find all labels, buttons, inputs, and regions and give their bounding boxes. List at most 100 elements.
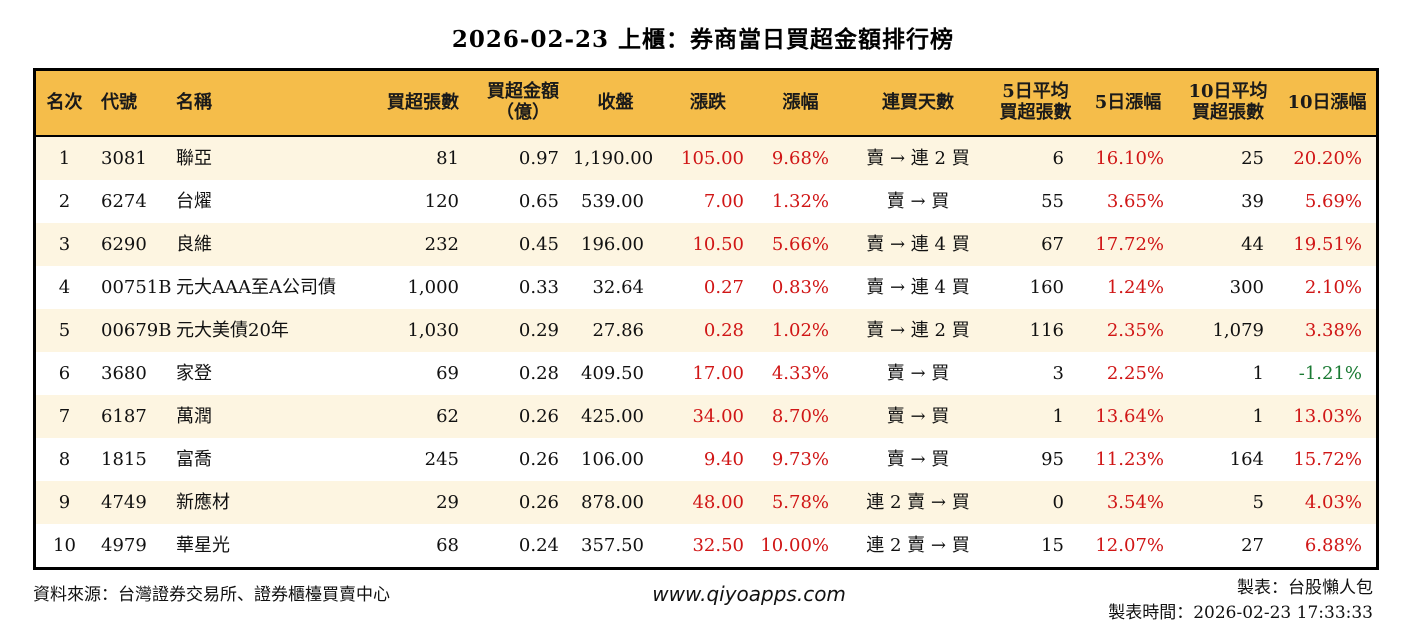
- cell-close: 1,190.00: [573, 147, 654, 169]
- cell-streak: 賣 → 買: [886, 362, 950, 384]
- cell-avg10-volume: 39: [1241, 190, 1264, 212]
- cell-buy-volume: 1,000: [407, 276, 459, 298]
- table-row: 1 3081 聯亞 81 0.97 1,190.00 105.00 9.68% 賣 → 連 2 …: [36, 137, 1376, 180]
- cell-rank: 10: [53, 534, 76, 556]
- cell-avg5-volume: 67: [1041, 233, 1064, 255]
- ranking-table: 名次 代號 名稱 買超張數 買超金額 （億） 收盤 漲跌 漲幅 連買天數 5日平…: [33, 68, 1379, 570]
- cell-buy-volume: 1,030: [407, 319, 459, 341]
- table-row: 3 6290 良維 232 0.45 196.00 10.50 5.66% 賣 → 連 4 買 6…: [36, 223, 1376, 266]
- header-avg5-volume: 5日平均 買超張數: [999, 81, 1072, 123]
- cell-pct5: 11.23%: [1095, 448, 1164, 470]
- cell-change: 9.40: [703, 448, 744, 470]
- cell-pct10: 6.88%: [1304, 534, 1362, 556]
- cell-rank: 7: [58, 405, 71, 427]
- header-code: 代號: [101, 91, 137, 113]
- cell-streak: 賣 → 連 4 買: [866, 276, 970, 298]
- cell-change-pct: 4.33%: [771, 362, 829, 384]
- cell-streak: 賣 → 買: [886, 405, 950, 427]
- cell-buy-volume: 68: [436, 534, 459, 556]
- table-row: 9 4749 新應材 29 0.26 878.00 48.00 5.78% 連 2 賣 → 買 0…: [36, 481, 1376, 524]
- cell-streak: 賣 → 連 4 買: [866, 233, 970, 255]
- table-row: 4 00751B 元大AAA至A公司債 1,000 0.33 32.64 0.27 0.83%…: [36, 266, 1376, 309]
- cell-rank: 2: [58, 190, 71, 212]
- cell-avg5-volume: 55: [1041, 190, 1064, 212]
- cell-pct10: 2.10%: [1304, 276, 1362, 298]
- cell-code: 4749: [101, 491, 147, 513]
- cell-change-pct: 10.00%: [760, 534, 829, 556]
- cell-avg5-volume: 160: [1029, 276, 1064, 298]
- cell-close: 32.64: [592, 276, 644, 298]
- cell-rank: 9: [58, 491, 71, 513]
- cell-code: 3680: [101, 362, 147, 384]
- cell-avg5-volume: 0: [1052, 491, 1064, 513]
- cell-avg5-volume: 15: [1041, 534, 1064, 556]
- cell-avg5-volume: 95: [1041, 448, 1064, 470]
- cell-streak: 連 2 賣 → 買: [866, 491, 970, 513]
- cell-code: 6187: [101, 405, 147, 427]
- cell-change: 0.28: [703, 319, 744, 341]
- cell-streak: 賣 → 連 2 買: [866, 319, 970, 341]
- cell-avg10-volume: 25: [1241, 147, 1264, 169]
- table-row: 6 3680 家登 69 0.28 409.50 17.00 4.33% 賣 → 買 3 2.25%…: [36, 352, 1376, 395]
- cell-avg5-volume: 1: [1052, 405, 1064, 427]
- cell-pct10: 4.03%: [1304, 491, 1362, 513]
- cell-streak: 賣 → 買: [886, 190, 950, 212]
- table-row: 8 1815 富喬 245 0.26 106.00 9.40 9.73% 賣 → 買 95 11.2…: [36, 438, 1376, 481]
- cell-avg10-volume: 300: [1229, 276, 1264, 298]
- cell-close: 539.00: [581, 190, 644, 212]
- cell-buy-volume: 81: [436, 147, 459, 169]
- footer: 資料來源：台灣證券交易所、證券櫃檯買賣中心 www.qiyoapps.com 製…: [33, 576, 1373, 625]
- cell-pct10: 5.69%: [1304, 190, 1362, 212]
- cell-name: 聯亞: [176, 147, 212, 169]
- cell-buy-volume: 120: [424, 190, 459, 212]
- cell-pct5: 3.54%: [1106, 491, 1164, 513]
- cell-buy-amount: 0.26: [518, 405, 559, 427]
- cell-change: 48.00: [692, 491, 744, 513]
- cell-change: 17.00: [692, 362, 744, 384]
- cell-name: 台燿: [176, 190, 212, 212]
- cell-pct10: 13.03%: [1293, 405, 1362, 427]
- cell-streak: 賣 → 連 2 買: [866, 147, 970, 169]
- cell-avg10-volume: 1: [1252, 405, 1264, 427]
- cell-rank: 5: [58, 319, 71, 341]
- cell-code: 00751B: [101, 276, 172, 298]
- cell-close: 878.00: [581, 491, 644, 513]
- cell-code: 6274: [101, 190, 147, 212]
- cell-name: 元大美債20年: [176, 319, 289, 341]
- website-url: www.qiyoapps.com: [652, 582, 846, 606]
- maker-note: 製表：台股懶人包: [1237, 578, 1373, 598]
- cell-name: 元大AAA至A公司債: [176, 276, 336, 298]
- cell-avg5-volume: 116: [1029, 319, 1064, 341]
- cell-buy-amount: 0.26: [518, 491, 559, 513]
- cell-pct5: 13.64%: [1095, 405, 1164, 427]
- cell-avg10-volume: 1: [1252, 362, 1264, 384]
- cell-buy-amount: 0.29: [518, 319, 559, 341]
- cell-buy-volume: 232: [424, 233, 459, 255]
- cell-change-pct: 8.70%: [771, 405, 829, 427]
- cell-streak: 連 2 賣 → 買: [866, 534, 970, 556]
- cell-buy-amount: 0.45: [518, 233, 559, 255]
- cell-pct5: 17.72%: [1095, 233, 1164, 255]
- cell-change: 34.00: [692, 405, 744, 427]
- cell-avg10-volume: 1,079: [1212, 319, 1264, 341]
- cell-change-pct: 1.02%: [771, 319, 829, 341]
- header-rank: 名次: [46, 91, 83, 113]
- cell-buy-amount: 0.33: [518, 276, 559, 298]
- cell-close: 106.00: [581, 448, 644, 470]
- cell-code: 6290: [101, 233, 147, 255]
- cell-buy-amount: 0.28: [518, 362, 559, 384]
- cell-pct10: 15.72%: [1293, 448, 1362, 470]
- cell-avg5-volume: 6: [1052, 147, 1064, 169]
- cell-buy-amount: 0.65: [518, 190, 559, 212]
- cell-avg10-volume: 27: [1241, 534, 1264, 556]
- cell-buy-volume: 29: [436, 491, 459, 513]
- cell-name: 家登: [176, 362, 212, 384]
- header-streak: 連買天數: [882, 91, 954, 113]
- cell-name: 富喬: [176, 448, 212, 470]
- cell-close: 357.50: [581, 534, 644, 556]
- header-change-pct: 漲幅: [782, 91, 819, 113]
- header-pct5: 5日漲幅: [1094, 91, 1162, 113]
- cell-avg10-volume: 5: [1252, 491, 1264, 513]
- cell-pct10: 19.51%: [1293, 233, 1362, 255]
- cell-change: 7.00: [703, 190, 744, 212]
